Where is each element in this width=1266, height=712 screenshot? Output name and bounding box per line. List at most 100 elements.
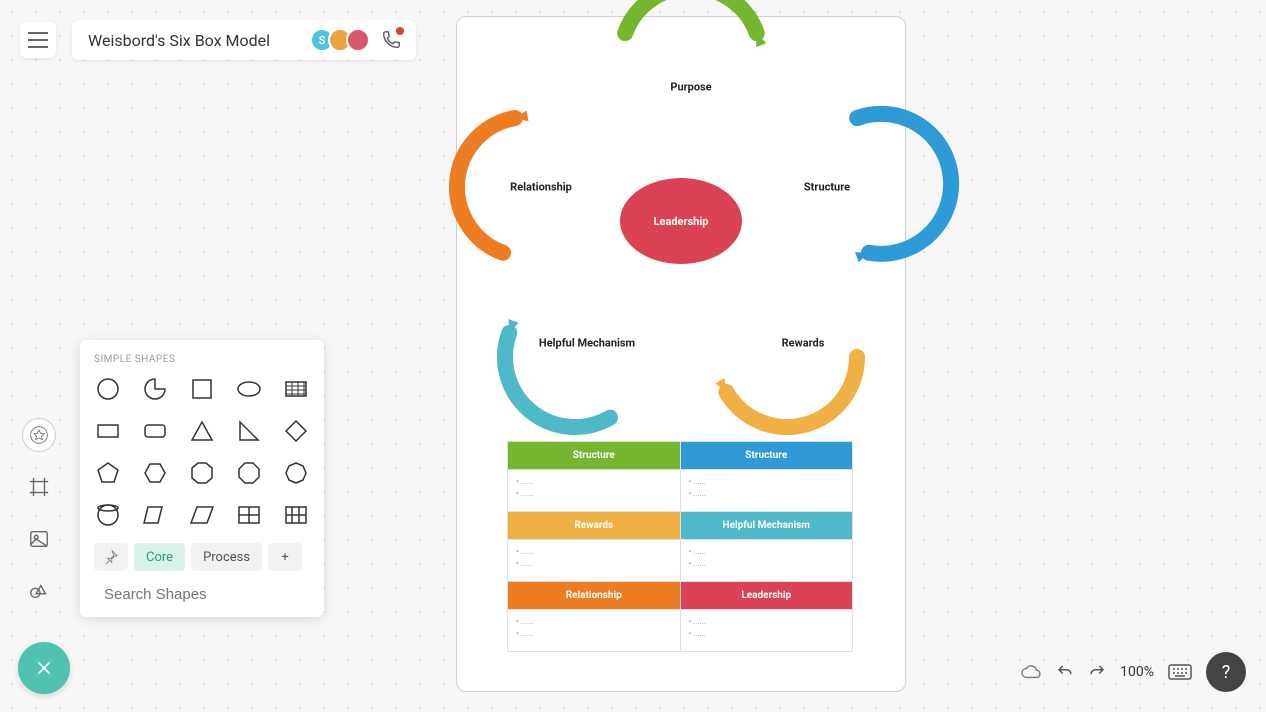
- shape-icon: [283, 502, 309, 528]
- shape-icon: [283, 460, 309, 486]
- shape-icon: [142, 376, 168, 402]
- document-title[interactable]: Weisbord's Six Box Model: [88, 31, 270, 50]
- table-header-cell[interactable]: Leadership: [680, 582, 853, 610]
- shape-icon: [283, 418, 309, 444]
- shapes-panel: SIMPLE SHAPES Core Process +: [80, 340, 324, 617]
- table-body-cell[interactable]: • ...... • ......: [680, 470, 853, 512]
- header: Weisbord's Six Box Model S: [20, 20, 416, 60]
- table-header-cell[interactable]: Relationship: [508, 582, 681, 610]
- shape-icon: [95, 460, 121, 486]
- avatar[interactable]: [346, 28, 370, 52]
- shape-icon: [95, 376, 121, 402]
- zoom-level[interactable]: 100%: [1120, 664, 1154, 680]
- cloud-sync-button[interactable]: [1020, 663, 1042, 681]
- shape-search-input[interactable]: [104, 586, 303, 603]
- six-box-table[interactable]: StructureStructure• ...... • ......• ...…: [507, 441, 853, 652]
- shapes-panel-label: SIMPLE SHAPES: [94, 354, 310, 365]
- shape-option[interactable]: [234, 375, 263, 403]
- diagram-node-label[interactable]: Rewards: [782, 337, 825, 350]
- hamburger-menu-button[interactable]: [20, 22, 56, 58]
- collaborators: S: [310, 28, 402, 52]
- shape-option[interactable]: [94, 417, 123, 445]
- shape-icon: [189, 502, 215, 528]
- table-body-cell[interactable]: • ...... • ......: [508, 470, 681, 512]
- shape-option[interactable]: [141, 459, 170, 487]
- center-node[interactable]: Leadership: [620, 178, 742, 264]
- add-library-tab[interactable]: +: [268, 543, 302, 571]
- shape-icon: [189, 376, 215, 402]
- shape-option[interactable]: [281, 459, 310, 487]
- cloud-icon: [1020, 663, 1042, 681]
- table-body-cell[interactable]: • ...... • ......: [680, 610, 853, 652]
- table-header-cell[interactable]: Structure: [680, 442, 853, 470]
- shape-grid: [94, 375, 310, 529]
- shape-option[interactable]: [234, 501, 263, 529]
- call-notification-dot: [396, 27, 404, 35]
- shapes-combo-icon: [28, 580, 50, 602]
- table-header-cell[interactable]: Structure: [508, 442, 681, 470]
- frame-icon: [28, 476, 50, 498]
- frame-tool-button[interactable]: [22, 470, 56, 504]
- shape-option[interactable]: [94, 459, 123, 487]
- table-header-cell[interactable]: Rewards: [508, 512, 681, 540]
- shape-icon: [236, 502, 262, 528]
- keyboard-icon: [1168, 664, 1192, 680]
- shape-option[interactable]: [188, 375, 217, 403]
- six-box-diagram: Leadership Purpose Structure Rewards Helpfu…: [457, 17, 905, 437]
- shape-icon: [142, 418, 168, 444]
- canvas[interactable]: Leadership PurposeStructureRewardsHelpfu…: [456, 16, 906, 692]
- shape-icon: [95, 418, 121, 444]
- star-shape-icon: [29, 425, 49, 445]
- hamburger-icon: [28, 32, 48, 48]
- core-tab[interactable]: Core: [134, 543, 185, 571]
- shape-icon: [283, 376, 309, 402]
- avatar-stack[interactable]: S: [310, 28, 370, 52]
- shape-library-tabs: Core Process +: [94, 543, 310, 571]
- call-button[interactable]: [380, 29, 402, 51]
- pin-icon: [103, 549, 119, 565]
- shape-option[interactable]: [188, 417, 217, 445]
- shape-option[interactable]: [94, 501, 123, 529]
- title-bar: Weisbord's Six Box Model S: [72, 20, 416, 60]
- shape-icon: [95, 502, 121, 528]
- shape-option[interactable]: [94, 375, 123, 403]
- shape-option[interactable]: [234, 459, 263, 487]
- shape-option[interactable]: [141, 501, 170, 529]
- freehand-tool-button[interactable]: [22, 574, 56, 608]
- table-body-cell[interactable]: • ...... • ......: [508, 540, 681, 582]
- shape-option[interactable]: [281, 417, 310, 445]
- bottom-toolbar: 100% ?: [1020, 652, 1246, 692]
- help-button[interactable]: ?: [1206, 652, 1246, 692]
- shape-icon: [236, 376, 262, 402]
- shape-option[interactable]: [188, 501, 217, 529]
- shape-option[interactable]: [281, 375, 310, 403]
- redo-icon: [1088, 663, 1106, 681]
- shape-option[interactable]: [188, 459, 217, 487]
- table-body-cell[interactable]: • ...... • ......: [680, 540, 853, 582]
- shapes-tool-button[interactable]: [22, 418, 56, 452]
- close-panel-button[interactable]: [18, 642, 70, 694]
- redo-button[interactable]: [1088, 663, 1106, 681]
- shape-option[interactable]: [141, 375, 170, 403]
- pin-tab[interactable]: [94, 543, 128, 571]
- shape-search-row: [94, 581, 310, 607]
- diagram-node-label[interactable]: Structure: [804, 181, 850, 194]
- diagram-node-label[interactable]: Relationship: [510, 181, 572, 194]
- undo-button[interactable]: [1056, 663, 1074, 681]
- image-tool-button[interactable]: [22, 522, 56, 556]
- shape-icon: [142, 502, 168, 528]
- shape-icon: [236, 460, 262, 486]
- left-tool-rail: [22, 418, 56, 608]
- keyboard-shortcuts-button[interactable]: [1168, 664, 1192, 680]
- table-header-cell[interactable]: Helpful Mechanism: [680, 512, 853, 540]
- table-body-cell[interactable]: • ...... • ......: [508, 610, 681, 652]
- process-tab[interactable]: Process: [191, 543, 262, 571]
- shape-option[interactable]: [234, 417, 263, 445]
- shape-icon: [189, 460, 215, 486]
- diagram-node-label[interactable]: Helpful Mechanism: [539, 337, 635, 350]
- shape-icon: [142, 460, 168, 486]
- shape-option[interactable]: [281, 501, 310, 529]
- close-icon: [34, 658, 54, 678]
- diagram-node-label[interactable]: Purpose: [670, 81, 711, 94]
- shape-option[interactable]: [141, 417, 170, 445]
